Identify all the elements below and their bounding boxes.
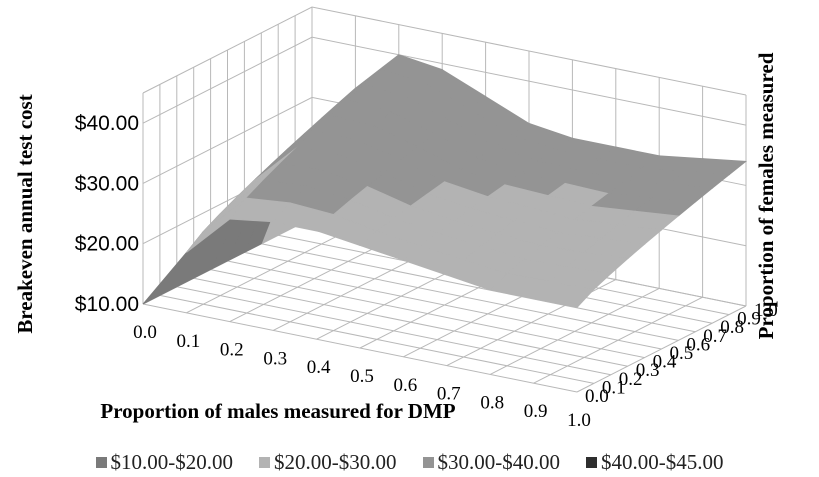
floor-gridline-y (227, 260, 662, 350)
wall-gridline-z (142, 6, 747, 96)
legend-item: $40.00-$45.00 (586, 450, 724, 475)
y-tick-label: 0.2 (619, 369, 643, 390)
z-tick-label: $10.00 (75, 293, 139, 316)
legend-swatch (422, 456, 434, 468)
legend-swatch (95, 456, 107, 468)
surface (142, 54, 748, 309)
legend: $10.00-$20.00 $20.00-$30.00 $30.00-$40.00 $… (0, 450, 819, 474)
legend-item: $30.00-$40.00 (422, 449, 561, 475)
legend-label: $30.00-$40.00 (437, 449, 561, 474)
y-tick-label: 0.7 (703, 326, 727, 347)
y-tick-label: 0.9 (737, 309, 761, 330)
x-axis-title: Proportion of males measured for DMP (100, 399, 455, 423)
y-tick-label: 0.3 (636, 360, 660, 381)
y-tick-label: 0.4 (653, 352, 677, 373)
legend-item: $10.00-$20.00 (95, 449, 234, 475)
legend-label: $40.00-$45.00 (601, 449, 724, 474)
z-axis-title: Breakeven annual test cost (13, 94, 37, 333)
x-tick-label: 0.0 (133, 322, 157, 343)
x-tick-label: 0.1 (177, 331, 201, 352)
x-tick-label: 0.8 (480, 392, 504, 413)
x-tick-label: 1.0 (567, 410, 591, 431)
x-tick-label: 0.9 (524, 401, 548, 422)
x-tick-label: 0.2 (220, 340, 244, 361)
x-tick-label: 0.7 (437, 384, 461, 405)
legend-swatch (586, 456, 597, 468)
floor-gridline-y (159, 294, 594, 384)
x-tick-label: 0.4 (307, 357, 331, 378)
floor-gridline-y (244, 251, 679, 341)
floor-gridline-y (142, 303, 578, 393)
legend-label: $20.00-$30.00 (274, 449, 397, 474)
y-tick-label: 1.0 (754, 300, 778, 321)
y-tick-label: 0.8 (720, 317, 744, 338)
y-tick-label: 0.0 (585, 386, 609, 407)
y-tick-label: 0.5 (670, 343, 694, 364)
floor-gridline-y (261, 243, 696, 333)
z-tick-label: $30.00 (75, 172, 139, 195)
y-axis-title: Proportion of females measured (754, 52, 778, 339)
floor-gridline-y (210, 269, 645, 359)
x-tick-label: 0.6 (394, 375, 418, 396)
x-tick-label: 0.5 (350, 366, 374, 387)
z-tick-label: $20.00 (75, 233, 139, 256)
tick-labels: $10.00$20.00$30.00$40.000.0 0.1 0.2 0.3 0.4 0… (75, 112, 778, 431)
z-tick-label: $40.00 (75, 112, 139, 135)
y-tick-label: 0.6 (686, 334, 710, 355)
x-tick-label: 0.3 (263, 348, 287, 369)
legend-item: $20.00-$30.00 (259, 450, 397, 475)
surface-patch (532, 281, 595, 309)
y-tick-label: 0.1 (602, 377, 626, 398)
legend-label: $10.00-$20.00 (110, 449, 234, 474)
floor-gridline-y (176, 286, 611, 376)
wall-gridline-z (142, 36, 747, 126)
floor-gridline-y (193, 277, 628, 367)
legend-swatch (259, 456, 270, 468)
